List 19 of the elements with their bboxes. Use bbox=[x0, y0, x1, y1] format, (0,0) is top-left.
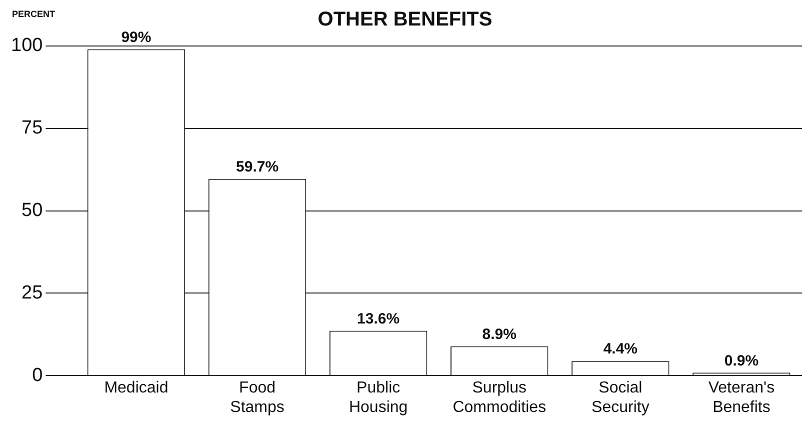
data-label: 99% bbox=[121, 28, 152, 46]
data-label: 13.6% bbox=[357, 310, 400, 328]
data-label: 59.7% bbox=[236, 158, 279, 176]
y-tick-label: 100 bbox=[11, 35, 43, 56]
data-label: 4.4% bbox=[603, 340, 638, 358]
x-tick-label: Veteran's Benefits bbox=[708, 380, 775, 416]
data-label: 0.9% bbox=[724, 352, 759, 370]
y-tick-label: 0 bbox=[32, 364, 43, 386]
x-tick-label: Medicaid bbox=[104, 380, 168, 397]
y-tick-label: 75 bbox=[22, 118, 43, 139]
chart-title: OTHER BENEFITS bbox=[318, 8, 492, 31]
x-tick-label: Food Stamps bbox=[230, 380, 284, 416]
y-tick-label: 25 bbox=[22, 282, 43, 304]
y-axis-title: PERCENT bbox=[12, 8, 56, 19]
x-tick-label: Public Housing bbox=[348, 380, 408, 416]
x-tick-label: Social Security bbox=[592, 380, 650, 416]
y-tick-label: 50 bbox=[22, 200, 43, 222]
data-label: 8.9% bbox=[482, 326, 516, 343]
x-tick-label: Surplus Commodities bbox=[452, 380, 546, 416]
